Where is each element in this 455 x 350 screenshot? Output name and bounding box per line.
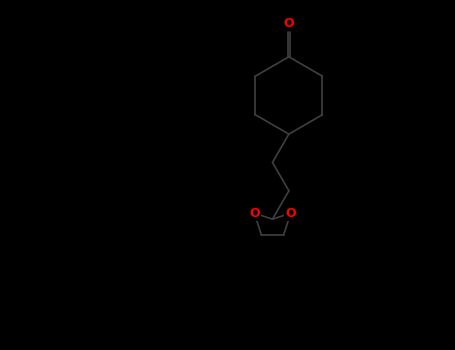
Text: O: O [283,17,294,30]
Text: O: O [285,207,296,220]
Text: O: O [249,207,260,220]
